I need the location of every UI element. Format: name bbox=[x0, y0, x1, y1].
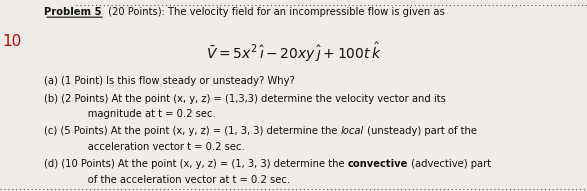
Text: (20 Points): The velocity field for an incompressible flow is given as: (20 Points): The velocity field for an i… bbox=[105, 7, 445, 17]
Text: Problem 5: Problem 5 bbox=[44, 7, 102, 17]
Text: (advective) part: (advective) part bbox=[408, 159, 491, 169]
Text: 10: 10 bbox=[2, 34, 22, 49]
Text: (a) (1 Point) Is this flow steady or unsteady? Why?: (a) (1 Point) Is this flow steady or uns… bbox=[44, 76, 295, 86]
Text: local: local bbox=[340, 126, 364, 136]
Text: magnitude at t = 0.2 sec.: magnitude at t = 0.2 sec. bbox=[69, 109, 216, 119]
Text: acceleration vector t = 0.2 sec.: acceleration vector t = 0.2 sec. bbox=[69, 142, 245, 152]
Text: $\bar{V} = 5x^2\,\hat{\imath} - 20xy\,\hat{\jmath} + 100t\,\hat{k}$: $\bar{V} = 5x^2\,\hat{\imath} - 20xy\,\h… bbox=[205, 41, 382, 64]
Text: (unsteady) part of the: (unsteady) part of the bbox=[364, 126, 477, 136]
Text: convective: convective bbox=[348, 159, 408, 169]
Text: (c) (5 Points) At the point (x, y, z) = (1, 3, 3) determine the: (c) (5 Points) At the point (x, y, z) = … bbox=[44, 126, 340, 136]
Text: of the acceleration vector at t = 0.2 sec.: of the acceleration vector at t = 0.2 se… bbox=[69, 175, 291, 185]
Text: (d) (10 Points) At the point (x, y, z) = (1, 3, 3) determine the: (d) (10 Points) At the point (x, y, z) =… bbox=[44, 159, 348, 169]
Text: (b) (2 Points) At the point (x, y, z) = (1,3,3) determine the velocity vector an: (b) (2 Points) At the point (x, y, z) = … bbox=[44, 94, 446, 104]
